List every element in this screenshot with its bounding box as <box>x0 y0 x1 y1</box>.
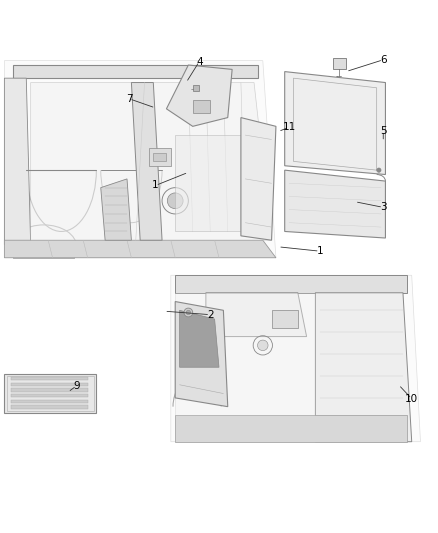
Text: 1: 1 <box>316 246 323 256</box>
Circle shape <box>186 310 191 314</box>
Polygon shape <box>4 78 31 245</box>
Text: 7: 7 <box>126 94 133 104</box>
Bar <box>11 377 88 381</box>
Polygon shape <box>285 71 385 174</box>
Polygon shape <box>175 293 315 415</box>
Circle shape <box>167 193 183 209</box>
Polygon shape <box>131 83 162 240</box>
Polygon shape <box>175 302 228 407</box>
Polygon shape <box>4 240 276 258</box>
Circle shape <box>184 308 193 317</box>
Bar <box>272 310 298 328</box>
Bar <box>11 388 88 392</box>
Bar <box>11 405 88 409</box>
Text: 5: 5 <box>380 126 387 136</box>
Bar <box>193 100 210 113</box>
Bar <box>11 383 88 386</box>
Text: 10: 10 <box>405 394 418 404</box>
Text: 9: 9 <box>73 381 80 391</box>
Text: 3: 3 <box>380 203 387 212</box>
Bar <box>11 400 88 403</box>
Circle shape <box>258 340 268 351</box>
Polygon shape <box>171 275 420 442</box>
Bar <box>193 85 199 91</box>
Polygon shape <box>13 65 258 78</box>
Polygon shape <box>175 275 407 293</box>
Bar <box>149 148 171 166</box>
Polygon shape <box>101 179 131 240</box>
Polygon shape <box>180 310 219 367</box>
Text: 6: 6 <box>380 55 387 65</box>
Polygon shape <box>285 170 385 238</box>
Text: 11: 11 <box>283 122 296 132</box>
Polygon shape <box>206 293 307 336</box>
Circle shape <box>377 168 381 172</box>
Bar <box>4 374 96 413</box>
Polygon shape <box>166 65 232 126</box>
Text: 4: 4 <box>196 56 203 67</box>
Polygon shape <box>175 135 263 231</box>
Polygon shape <box>175 415 407 442</box>
Polygon shape <box>241 118 276 240</box>
Polygon shape <box>4 61 276 258</box>
Polygon shape <box>315 293 412 442</box>
Polygon shape <box>13 247 74 258</box>
Bar <box>7 376 94 411</box>
Text: 1: 1 <box>152 181 159 190</box>
Bar <box>333 59 346 69</box>
Bar <box>11 394 88 398</box>
Bar <box>153 152 166 161</box>
Polygon shape <box>31 83 272 240</box>
Text: 2: 2 <box>207 310 214 320</box>
